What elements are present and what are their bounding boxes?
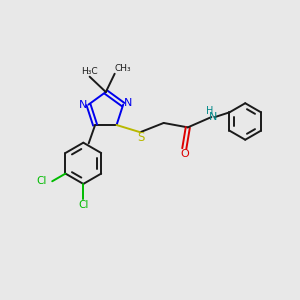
Text: N: N	[209, 112, 217, 122]
Text: H: H	[206, 106, 214, 116]
Text: H₃C: H₃C	[81, 67, 98, 76]
Text: S: S	[138, 131, 145, 144]
Text: N: N	[79, 100, 87, 110]
Text: O: O	[180, 149, 189, 159]
Text: Cl: Cl	[36, 176, 46, 186]
Text: N: N	[124, 98, 133, 108]
Text: CH₃: CH₃	[115, 64, 131, 73]
Text: Cl: Cl	[78, 200, 88, 210]
